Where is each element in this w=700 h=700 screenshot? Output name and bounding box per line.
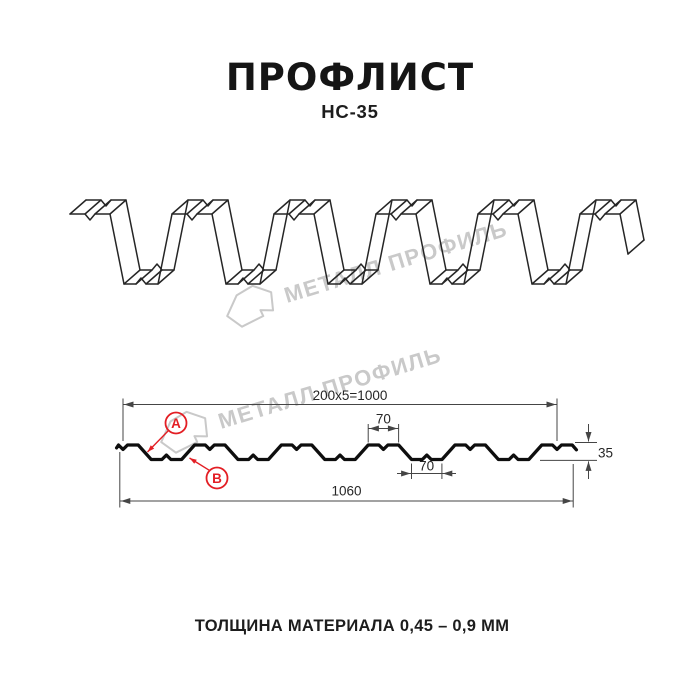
dim-profile-height: 35 bbox=[598, 446, 613, 461]
marker-b: B bbox=[189, 457, 229, 490]
dim-rib-bottom-width: 70 bbox=[419, 459, 434, 474]
section-view: 200x5=1000 70 70 1060 35 A B bbox=[114, 388, 613, 508]
dim-top-pitch: 200x5=1000 bbox=[313, 388, 388, 403]
dim-rib-top-width: 70 bbox=[376, 412, 391, 427]
dimension-lines: 200x5=1000 70 70 1060 35 bbox=[119, 388, 613, 508]
watermark-section: МЕТАЛЛ ПРОФИЛЬ bbox=[160, 342, 445, 454]
marker-b-label: B bbox=[212, 471, 222, 486]
metall-profil-logo-icon bbox=[160, 410, 209, 454]
dim-overall-width: 1060 bbox=[331, 484, 361, 499]
profile-model-subtitle: НС-35 bbox=[321, 101, 378, 122]
marker-a: A bbox=[147, 411, 188, 453]
thickness-note: ТОЛЩИНА МАТЕРИАЛА 0,45 – 0,9 ММ bbox=[195, 617, 510, 635]
marker-a-label: A bbox=[171, 416, 181, 431]
metall-profil-logo-icon bbox=[226, 284, 275, 328]
profile-3d-view bbox=[69, 199, 645, 285]
watermark-brand-text: МЕТАЛЛ ПРОФИЛЬ bbox=[281, 216, 511, 308]
section-profile-outline bbox=[114, 443, 579, 462]
page-title: ПРОФЛИСТ bbox=[226, 56, 474, 99]
